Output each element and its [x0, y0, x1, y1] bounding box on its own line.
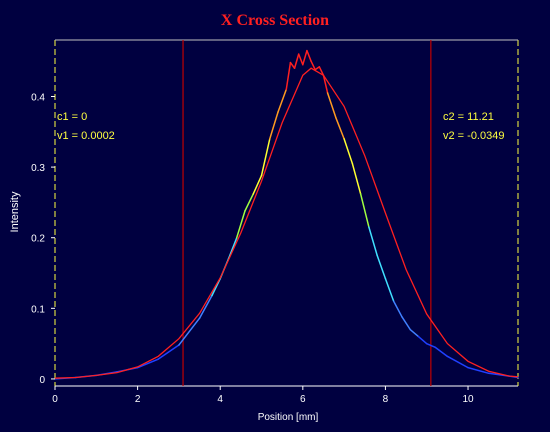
y-tick-label: 0.2 — [31, 234, 45, 245]
y-axis-label: Intensity — [9, 191, 21, 232]
measured-segment — [376, 254, 387, 280]
measured-segment — [392, 300, 403, 318]
cursor-layer — [182, 40, 432, 386]
chart-title: X Cross Section — [221, 12, 329, 29]
measured-segment — [198, 294, 213, 319]
measured-segment — [351, 162, 362, 195]
measured-segment — [244, 193, 255, 212]
measured-segment — [409, 328, 420, 338]
tick-layer: 0 2 4 6 8 10 0 0.1 0.2 0.3 0.4 — [31, 92, 474, 405]
x-tick-label: 10 — [462, 394, 474, 405]
cursor2-v-label: v2 = -0.0349 — [443, 130, 504, 142]
measured-segment — [326, 92, 337, 119]
measured-segment — [289, 61, 296, 69]
measured-segment — [293, 53, 300, 69]
fit-line — [54, 67, 519, 379]
measured-segment — [359, 193, 370, 228]
measured-segment — [446, 355, 469, 369]
measured-segment — [467, 366, 490, 375]
measured-segment — [425, 342, 436, 348]
plot-frame — [54, 39, 519, 387]
x-tick-label: 2 — [135, 394, 141, 405]
measured-segment — [277, 88, 288, 113]
measured-segment — [310, 60, 316, 71]
measured-segment — [235, 210, 246, 239]
measured-segment — [306, 49, 312, 62]
measured-segment — [136, 358, 160, 369]
measured-segment — [157, 344, 180, 360]
x-axis-label: Position [mm] — [258, 412, 319, 423]
measured-segment — [297, 53, 304, 66]
measured-segment — [384, 277, 395, 303]
measured-segment — [335, 116, 345, 140]
measured-segment — [269, 111, 279, 140]
y-tick-label: 0 — [39, 375, 45, 386]
measured-segment — [417, 335, 428, 345]
measured-segment — [318, 66, 325, 77]
measured-segment — [252, 174, 263, 195]
measured-segment — [401, 316, 411, 331]
y-tick-label: 0.1 — [31, 304, 45, 315]
y-tick-label: 0.4 — [31, 92, 45, 103]
measured-segment — [434, 346, 449, 358]
cursor1-c-label: c1 = 0 — [57, 111, 87, 123]
measured-segment — [178, 317, 201, 346]
measured-segment — [343, 138, 354, 165]
x-tick-label: 6 — [300, 394, 306, 405]
measured-segment — [260, 138, 271, 177]
measured-segment — [285, 61, 292, 91]
measured-segment — [227, 236, 238, 260]
measured-segment — [368, 226, 378, 257]
series-layer — [54, 49, 519, 380]
measured-segment — [322, 74, 329, 94]
y-tick-label: 0.3 — [31, 163, 45, 174]
measured-segment — [314, 66, 321, 71]
x-tick-label: 4 — [217, 394, 223, 405]
cursor1-v-label: v1 = 0.0002 — [57, 130, 115, 142]
x-tick-label: 8 — [383, 394, 389, 405]
measured-segment — [302, 49, 308, 66]
cursor2-c-label: c2 = 11.21 — [443, 111, 494, 123]
x-tick-label: 0 — [52, 394, 58, 405]
